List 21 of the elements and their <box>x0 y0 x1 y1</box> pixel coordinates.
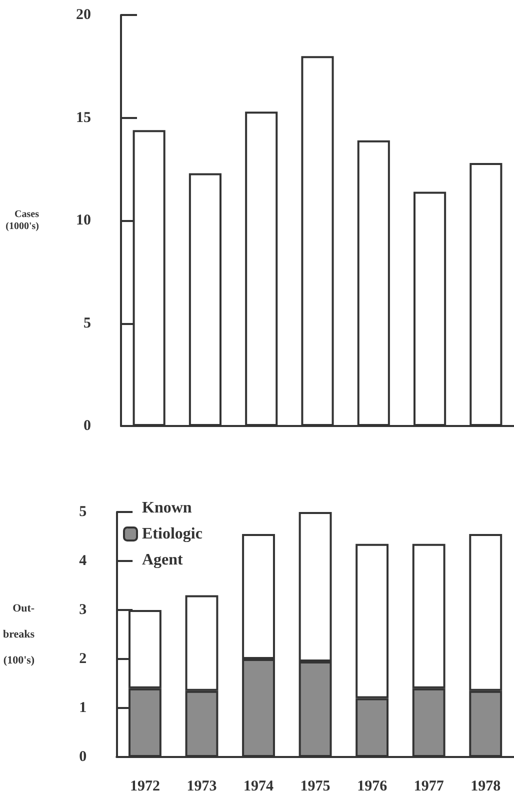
y-tick-label: 0 <box>79 749 87 765</box>
y-tick-label: 3 <box>79 602 87 618</box>
x-tick-label: 1974 <box>244 778 274 794</box>
x-tick-label: 1973 <box>186 778 217 794</box>
x-tick-label: 1976 <box>357 778 388 794</box>
x-tick-label: 1977 <box>414 778 444 794</box>
x-tick-label: 1978 <box>470 778 501 794</box>
x-tick-label: 1975 <box>300 778 330 794</box>
x-tick-label: 1972 <box>130 778 160 794</box>
y-tick-label: 20 <box>76 7 91 23</box>
y-tick-label: 2 <box>79 651 87 667</box>
legend-label: Known Etiologic Agent <box>142 500 202 568</box>
y-tick-label: 1 <box>79 700 87 716</box>
y-tick-label: 5 <box>84 315 91 332</box>
y-tick-label: 10 <box>76 212 91 228</box>
text: Out- breaks (100's) <box>2 602 35 666</box>
y-axis-title: Cases (1000's) <box>6 209 40 232</box>
y-tick-label: 0 <box>84 418 91 434</box>
y-tick-label: 5 <box>79 504 87 520</box>
y-tick-label: 4 <box>79 553 88 569</box>
y-tick-label: 15 <box>76 110 91 126</box>
